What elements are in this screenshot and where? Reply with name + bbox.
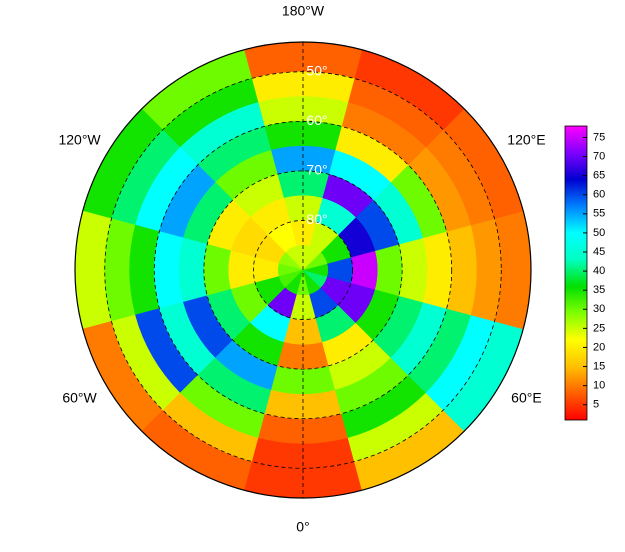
cell <box>285 269 304 295</box>
colorbar-tick-label: 10 <box>593 380 605 392</box>
colorbar-tick-label: 45 <box>593 246 605 258</box>
parallel <box>253 220 353 320</box>
cell <box>374 243 403 297</box>
lon-label: 60°W <box>62 390 97 406</box>
lon-label: 120°E <box>507 132 545 148</box>
parallel <box>104 71 502 469</box>
labels: 50° 60° 70° 80° 180°W 120°W 120°E 60°W 60°E 0° <box>58 3 545 535</box>
cells <box>74 41 532 499</box>
lon-label: 60°E <box>511 390 542 406</box>
colorbar-tick-label: 5 <box>593 399 599 411</box>
lat-label: 60° <box>306 112 327 128</box>
colorbar-tick-label: 30 <box>593 303 605 315</box>
parallel <box>153 120 453 420</box>
graticule <box>74 41 532 499</box>
cell <box>228 250 256 290</box>
colorbar-tick-label: 50 <box>593 227 605 239</box>
lat-label: 70° <box>306 162 327 178</box>
colorbar-tick-label: 75 <box>593 131 605 143</box>
colorbar-tick-label: 35 <box>593 284 605 296</box>
parallel <box>203 170 403 370</box>
colorbar-tick-label: 20 <box>593 341 605 353</box>
colorbar-tick-label: 15 <box>593 360 605 372</box>
lon-label: 120°W <box>58 132 101 148</box>
colorbar-tick-label: 25 <box>593 322 605 334</box>
colorbar: 5 10 15 20 25 30 35 40 45 50 55 60 65 70 75 <box>564 125 605 421</box>
cell <box>203 243 232 297</box>
colorbar-tick-label: 40 <box>593 265 605 277</box>
lat-label: 50° <box>306 62 327 78</box>
lat-label: 80° <box>306 211 327 227</box>
colorbar-tick-label: 55 <box>593 208 605 220</box>
colorbar-tick-label: 65 <box>593 170 605 182</box>
lon-label: 180°W <box>282 3 325 19</box>
lat-labels: 50° 60° 70° 80° <box>306 62 327 227</box>
lon-label: 0° <box>296 519 309 535</box>
colorbar-tick-label: 70 <box>593 150 605 162</box>
cell <box>398 237 428 303</box>
colorbar-scale <box>564 125 588 421</box>
colorbar-tick-label: 60 <box>593 189 605 201</box>
cell <box>178 237 208 303</box>
cell <box>350 250 378 290</box>
